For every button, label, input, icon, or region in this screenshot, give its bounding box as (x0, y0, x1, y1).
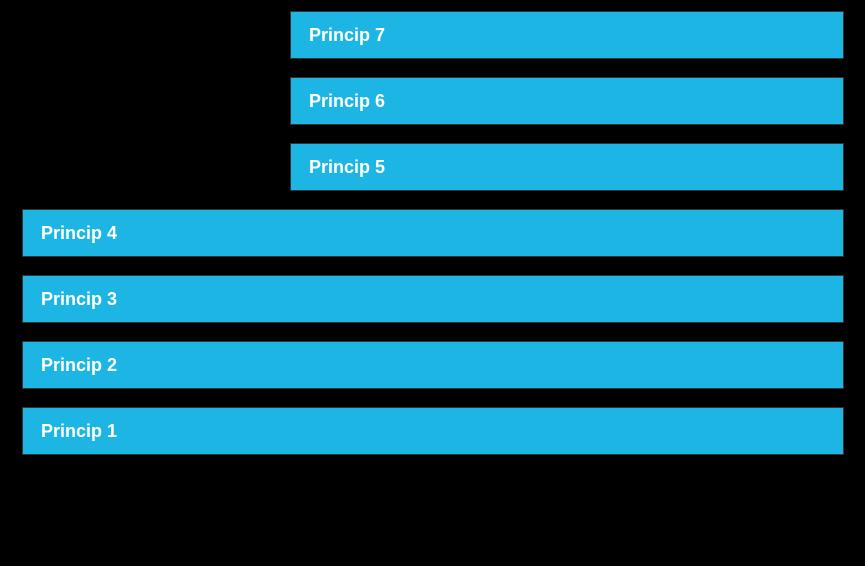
bar-label: Princip 1 (41, 421, 117, 442)
bar-label: Princip 4 (41, 223, 117, 244)
bar-label: Princip 2 (41, 355, 117, 376)
bar-princip-6: Princip 6 (290, 77, 844, 125)
diagram-container: Princip 7 Princip 6 Princip 5 Princip 4 … (0, 0, 865, 566)
bar-princip-7: Princip 7 (290, 11, 844, 59)
bar-princip-5: Princip 5 (290, 143, 844, 191)
bar-princip-4: Princip 4 (22, 209, 844, 257)
bar-princip-3: Princip 3 (22, 275, 844, 323)
bar-label: Princip 5 (309, 157, 385, 178)
bar-label: Princip 6 (309, 91, 385, 112)
bar-princip-1: Princip 1 (22, 407, 844, 455)
bar-princip-2: Princip 2 (22, 341, 844, 389)
bar-label: Princip 7 (309, 25, 385, 46)
bar-label: Princip 3 (41, 289, 117, 310)
